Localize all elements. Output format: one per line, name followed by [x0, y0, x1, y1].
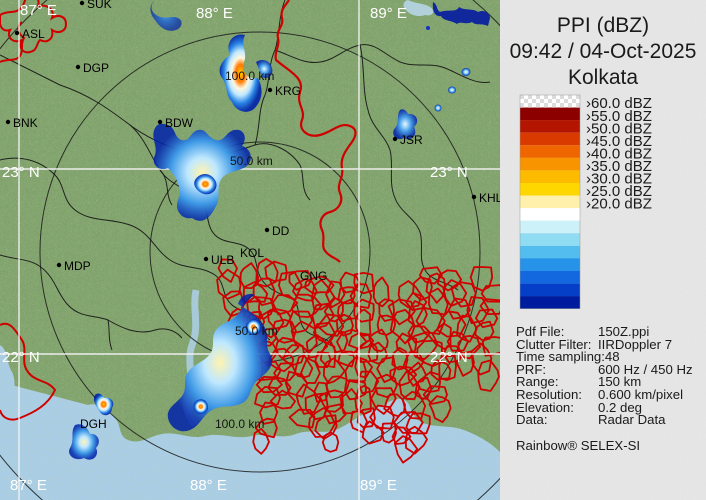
svg-text:23° N: 23° N — [2, 164, 40, 181]
svg-text:50.0 km: 50.0 km — [230, 154, 273, 168]
svg-text:›20.0 dBZ: ›20.0 dBZ — [586, 196, 652, 213]
svg-text:KOL: KOL — [240, 246, 264, 260]
svg-text:89° E: 89° E — [370, 5, 407, 22]
svg-text:22° N: 22° N — [430, 349, 468, 366]
svg-text:JSR: JSR — [400, 133, 423, 147]
svg-text:87° E: 87° E — [20, 2, 57, 19]
svg-text:DD: DD — [272, 224, 290, 238]
svg-text:SUK: SUK — [87, 0, 112, 11]
svg-text:DGH: DGH — [80, 417, 107, 431]
svg-text:88° E: 88° E — [190, 477, 227, 494]
svg-text:87° E: 87° E — [10, 477, 47, 494]
svg-text:MDP: MDP — [64, 259, 91, 273]
svg-text:23° N: 23° N — [430, 164, 468, 181]
svg-text:KHL: KHL — [479, 191, 500, 205]
svg-text:50.0 km: 50.0 km — [235, 324, 278, 338]
svg-text:ULB: ULB — [211, 253, 234, 267]
svg-text:88° E: 88° E — [196, 5, 233, 22]
svg-text:89° E: 89° E — [360, 477, 397, 494]
svg-text:22° N: 22° N — [2, 349, 40, 366]
svg-text:BNK: BNK — [13, 116, 38, 130]
svg-text:100.0 km: 100.0 km — [225, 69, 274, 83]
svg-text:ASL: ASL — [22, 27, 45, 41]
svg-text:BDW: BDW — [165, 116, 194, 130]
svg-text:DGP: DGP — [83, 61, 109, 75]
svg-text:KRG: KRG — [275, 84, 301, 98]
svg-text:GNG: GNG — [300, 269, 327, 283]
svg-text:100.0 km: 100.0 km — [215, 417, 264, 431]
